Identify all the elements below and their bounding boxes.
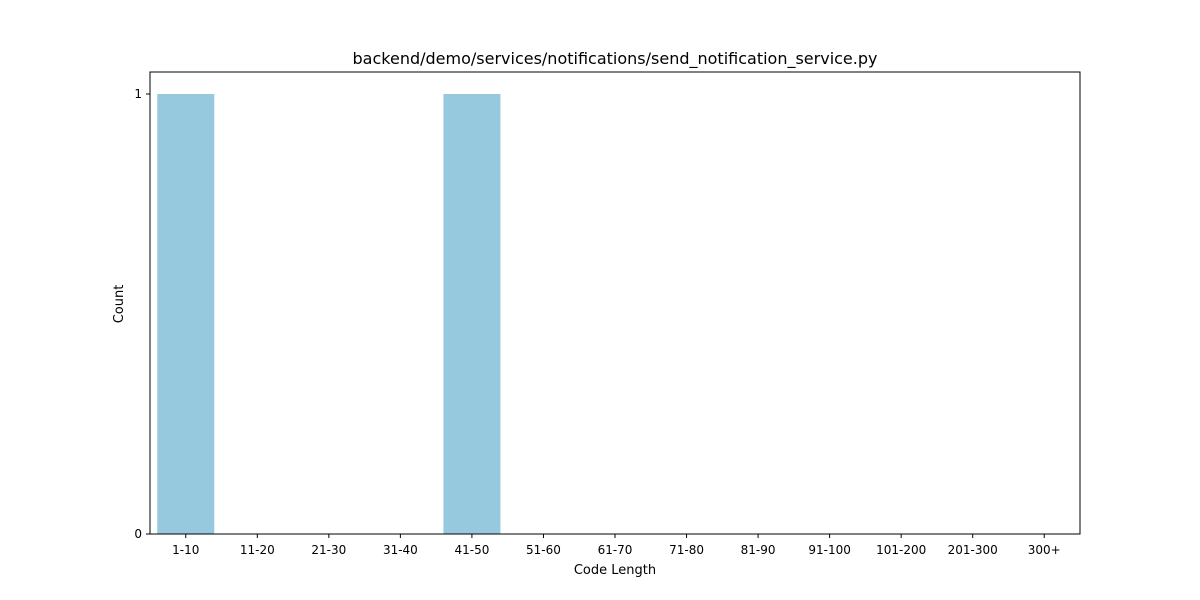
- x-tick-label: 300+: [1028, 543, 1061, 557]
- y-axis-label: Count: [112, 285, 127, 324]
- x-tick-label: 11-20: [240, 543, 275, 557]
- x-tick-label: 31-40: [383, 543, 418, 557]
- x-tick-label: 71-80: [669, 543, 704, 557]
- y-tick-label: 0: [134, 527, 142, 541]
- plot-frame: [149, 71, 1081, 535]
- y-tick-label: 1: [134, 87, 142, 101]
- bar-1-10: [157, 94, 215, 534]
- x-tick-label: 51-60: [526, 543, 561, 557]
- x-tick-label: 1-10: [172, 543, 199, 557]
- x-tick-label: 101-200: [876, 543, 926, 557]
- x-tick-label: 21-30: [311, 543, 346, 557]
- x-tick-label: 41-50: [454, 543, 489, 557]
- x-tick-label: 81-90: [741, 543, 776, 557]
- bars-layer: [157, 94, 501, 534]
- x-tick-label: 201-300: [948, 543, 998, 557]
- chart-title: backend/demo/services/notifications/send…: [353, 49, 878, 69]
- x-axis-label: Code Length: [574, 563, 656, 578]
- x-axis-ticks: 1-10 11-20 21-30 31-40 41-50 51-60 61-70 71-80 8…: [172, 534, 1061, 557]
- x-tick-label: 91-100: [808, 543, 851, 557]
- bar-41-50: [443, 94, 501, 534]
- y-axis-ticks: 01: [134, 87, 150, 541]
- x-tick-label: 61-70: [598, 543, 633, 557]
